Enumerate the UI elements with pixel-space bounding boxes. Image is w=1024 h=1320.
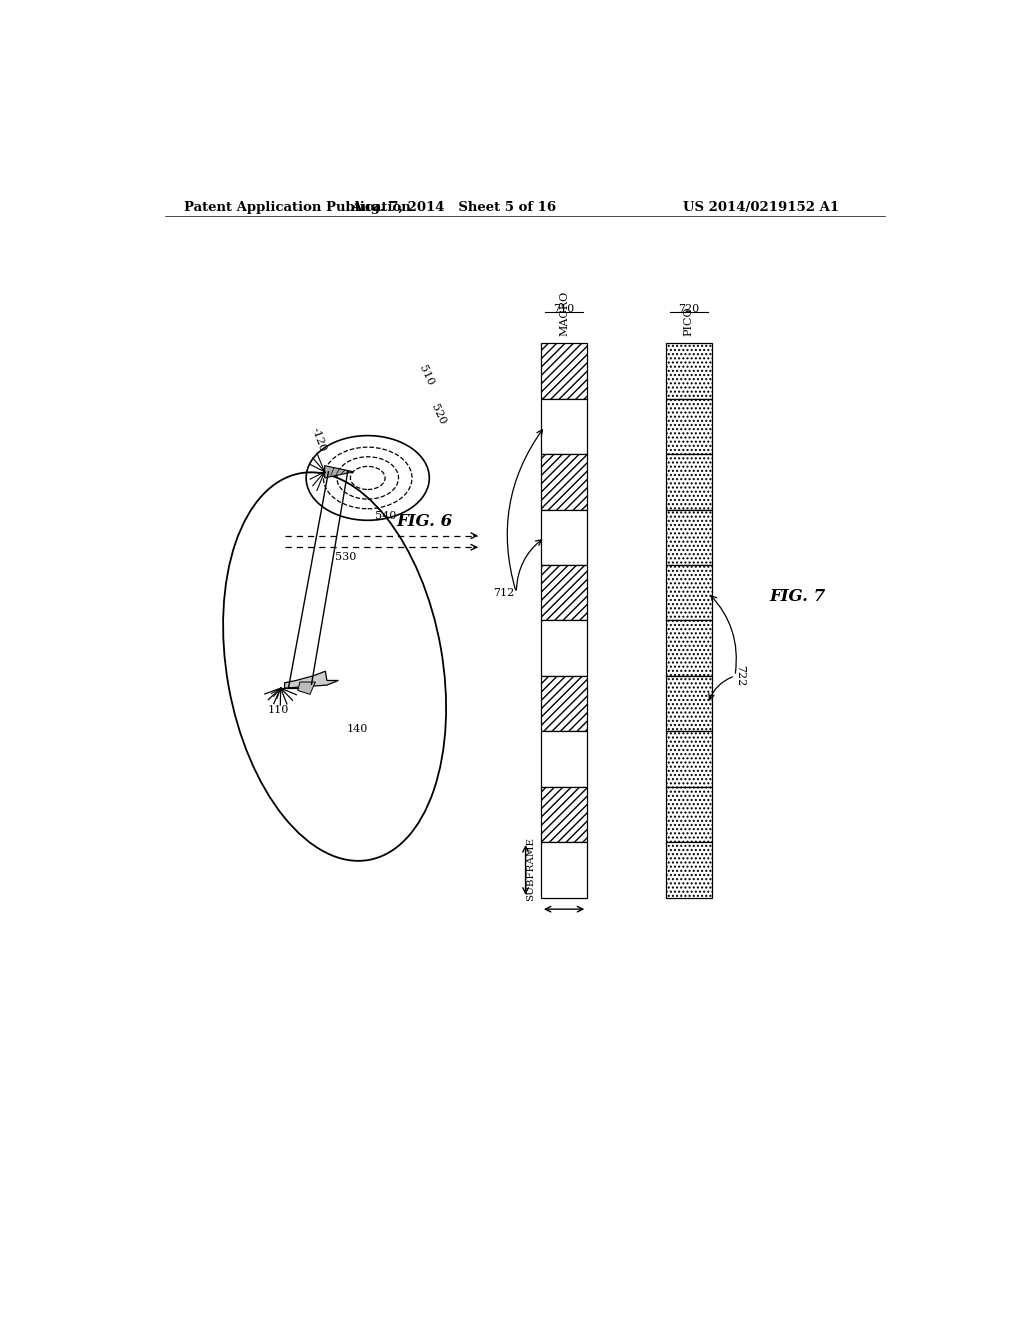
Text: 722: 722 (735, 665, 745, 686)
Polygon shape (298, 682, 315, 694)
Bar (541, 620, 587, 676)
Text: 110: 110 (267, 705, 289, 715)
Bar (541, 399, 587, 454)
Bar (541, 510, 587, 565)
Text: 140: 140 (346, 725, 368, 734)
Text: 520: 520 (429, 403, 447, 426)
Bar (541, 676, 587, 731)
Bar (666, 620, 712, 676)
Text: FIG. 7: FIG. 7 (770, 589, 826, 605)
Bar (666, 731, 712, 787)
Bar (541, 787, 587, 842)
Bar (666, 676, 712, 731)
Bar (666, 842, 712, 898)
Bar (666, 343, 712, 399)
Bar (541, 454, 587, 510)
Text: 540: 540 (376, 511, 396, 521)
Bar (666, 731, 712, 787)
Bar (666, 510, 712, 565)
Bar (541, 454, 587, 510)
Bar (666, 454, 712, 510)
Text: FIG. 6: FIG. 6 (396, 513, 453, 531)
Bar (666, 676, 712, 731)
Bar (666, 510, 712, 565)
Bar (666, 787, 712, 842)
Text: -120: -120 (309, 426, 328, 453)
Bar (541, 343, 587, 399)
Bar (666, 842, 712, 898)
Bar (666, 620, 712, 676)
Bar (666, 343, 712, 399)
Bar (541, 731, 587, 787)
Text: Patent Application Publication: Patent Application Publication (184, 201, 412, 214)
Bar (541, 787, 587, 842)
Bar (666, 787, 712, 842)
Text: SUBFRAME: SUBFRAME (525, 837, 535, 902)
Bar (541, 343, 587, 399)
Bar (541, 676, 587, 731)
Bar (541, 842, 587, 898)
Text: Aug. 7, 2014   Sheet 5 of 16: Aug. 7, 2014 Sheet 5 of 16 (351, 201, 556, 214)
Polygon shape (325, 466, 354, 478)
Bar (541, 565, 587, 620)
Bar (666, 399, 712, 454)
Bar (666, 565, 712, 620)
Text: 710: 710 (553, 304, 574, 314)
Text: 720: 720 (678, 304, 699, 314)
Text: US 2014/0219152 A1: US 2014/0219152 A1 (683, 201, 839, 214)
Bar (666, 454, 712, 510)
Text: 712: 712 (493, 587, 514, 598)
Text: 510: 510 (417, 364, 435, 388)
Bar (666, 565, 712, 620)
Bar (541, 565, 587, 620)
Bar (666, 399, 712, 454)
Text: 530: 530 (335, 552, 356, 562)
Text: MACRO: MACRO (559, 290, 569, 335)
Text: PICO: PICO (684, 306, 694, 335)
Polygon shape (285, 671, 339, 688)
